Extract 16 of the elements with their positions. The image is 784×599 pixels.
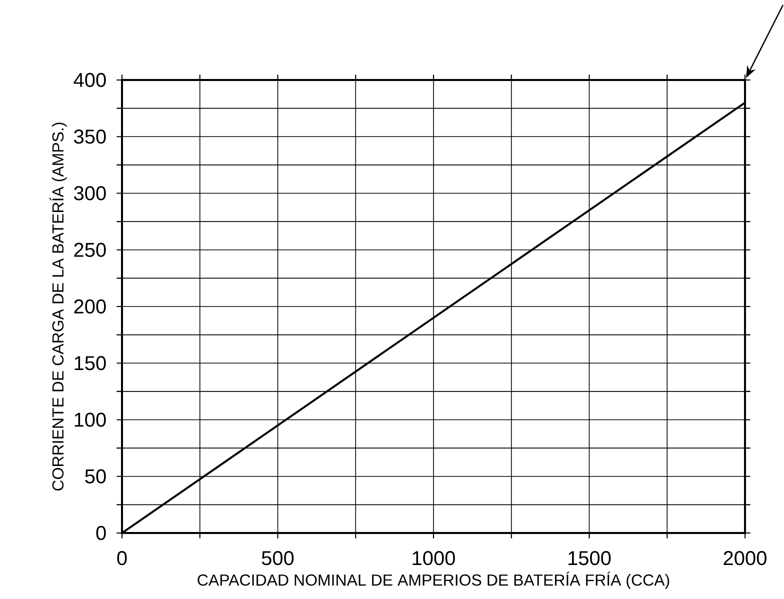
y-tick-label: 250 [74,242,106,257]
y-tick-label: 200 [74,299,106,314]
x-tick-label: 1500 [568,551,611,566]
x-axis-title: CAPACIDAD NOMINAL DE AMPERIOS DE BATERÍA FRÍA (CCA) [198,572,670,589]
y-tick-label: 50 [85,469,106,484]
y-tick-label: 0 [96,526,106,540]
x-tick-label: 2000 [724,551,766,566]
y-tick-label: 300 [74,186,106,200]
y-tick-label: 100 [74,412,106,427]
y-tick-label: 150 [74,356,106,370]
y-tick-label: 400 [74,72,106,88]
x-tick-label: 0 [117,551,127,566]
y-tick-label: 350 [74,130,106,144]
x-tick-label: 500 [262,551,294,566]
y-axis-title: CORRIENTE DE CARGA DE LA BATERÍA (AMPS.) [50,122,67,490]
x-tick-label: 1000 [412,551,455,566]
